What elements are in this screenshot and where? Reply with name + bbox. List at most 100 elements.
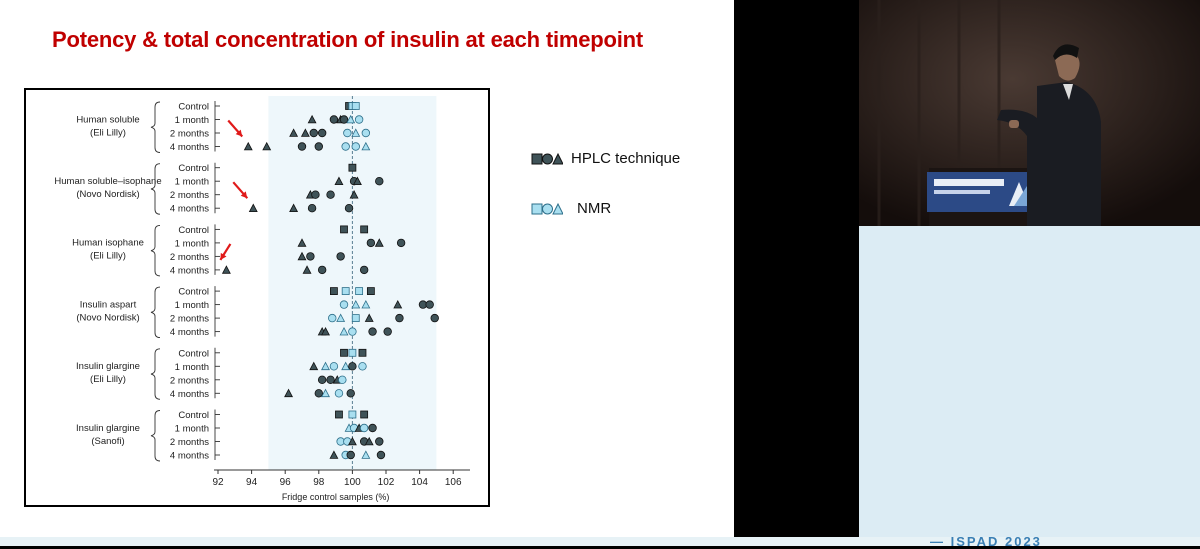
nmr-circle-point	[351, 142, 360, 151]
timepoint-label: 4 months	[170, 204, 209, 215]
hplc-triangle-point	[334, 176, 344, 185]
legend-hplc: HPLC technique	[531, 150, 680, 167]
nmr-triangle-point	[351, 128, 361, 137]
red-arrow-head	[240, 191, 248, 199]
timepoint-label: 4 months	[170, 327, 209, 338]
nmr-circle-point	[341, 142, 350, 151]
legend-nmr-label: NMR	[577, 200, 612, 217]
hplc-circle-point	[425, 300, 434, 309]
group-maker-label: (Eli Lilly)	[90, 374, 126, 385]
hplc-circle-point	[339, 115, 349, 124]
hplc-circle-point	[368, 423, 377, 433]
x-tick-label: 92	[212, 477, 224, 488]
hplc-circle-point	[314, 389, 323, 398]
group-brace	[150, 286, 161, 339]
hplc-circle-point	[396, 238, 406, 248]
hplc-circle-point	[430, 313, 439, 323]
slide-title: Potency & total concentration of insulin…	[52, 27, 644, 52]
x-tick-label: 106	[445, 477, 462, 488]
slide-footer-strip	[0, 537, 1200, 546]
group-name-label: Insulin glargine	[76, 423, 140, 434]
hplc-triangle-point	[329, 450, 339, 459]
hplc-square-point	[330, 287, 338, 296]
hplc-circle-point	[306, 252, 315, 261]
hplc-circle-point	[366, 238, 376, 248]
hplc-circle-point	[317, 128, 327, 138]
timepoint-label: 4 months	[170, 265, 209, 276]
group-maker-label: (Sanofi)	[91, 436, 124, 447]
timepoint-label: 1 month	[175, 238, 209, 249]
hplc-triangle-point	[374, 238, 384, 247]
hplc-circle-point	[309, 128, 318, 138]
timepoint-label: 1 month	[175, 115, 209, 126]
hplc-triangle-point	[243, 141, 253, 151]
hplc-triangle-point	[300, 128, 310, 137]
hplc-triangle-point	[248, 203, 258, 212]
timepoint-label: 2 months	[170, 129, 209, 140]
nmr-circle-point	[339, 300, 349, 309]
hplc-circle-point	[348, 362, 357, 371]
hplc-circle-point	[346, 450, 355, 460]
chart-frame: 92 94 96 98 100 102 104 106 Fridge control sampl…	[24, 88, 490, 507]
legend-nmr: NMR	[531, 200, 611, 217]
hplc-circle-point	[297, 142, 307, 151]
timepoint-label: 1 month	[175, 362, 209, 373]
timepoint-label: Control	[178, 225, 209, 236]
hplc-square-point	[335, 410, 343, 419]
hplc-triangle-point	[349, 190, 359, 199]
nmr-circle-point	[343, 128, 352, 138]
group-brace	[150, 348, 161, 400]
group-name-label: Human soluble	[76, 114, 139, 125]
timepoint-label: Control	[178, 410, 209, 421]
timepoint-label: 2 months	[170, 375, 209, 386]
timepoint-label: 4 months	[170, 142, 209, 153]
hplc-circle-point	[329, 115, 339, 124]
hplc-triangle-point	[221, 265, 231, 274]
timepoint-label: Control	[178, 163, 209, 174]
nmr-triangle-point	[339, 326, 349, 336]
hplc-markers-icon	[531, 152, 563, 164]
nmr-triangle-point	[351, 299, 361, 309]
nmr-square-point	[351, 102, 360, 110]
hplc-square-point	[366, 287, 375, 296]
x-axis-label: Fridge control samples (%)	[282, 492, 390, 502]
hplc-circle-point	[359, 265, 369, 275]
group-brace	[150, 163, 161, 215]
nmr-circle-point	[361, 128, 371, 138]
nmr-triangle-point	[341, 361, 351, 371]
nmr-triangle-point	[336, 313, 346, 322]
hplc-circle-point	[311, 190, 320, 199]
hplc-circle-point	[375, 176, 384, 186]
group-brace	[150, 224, 161, 277]
nmr-circle-point	[358, 362, 367, 371]
group-name-label: Insulin glargine	[76, 361, 140, 372]
nmr-triangle-point	[361, 450, 371, 459]
x-tick-label: 100	[344, 477, 361, 488]
hplc-triangle-point	[364, 313, 374, 322]
hplc-square-point	[358, 348, 367, 357]
nmr-triangle-point	[321, 361, 330, 371]
hplc-triangle-point	[297, 251, 307, 261]
hplc-triangle-point	[364, 436, 374, 446]
nmr-circle-point	[359, 423, 369, 433]
hplc-square-point	[348, 163, 357, 172]
group-maker-label: (Eli Lilly)	[90, 251, 126, 262]
x-tick-label: 104	[411, 477, 428, 488]
timepoint-label: 2 months	[170, 437, 209, 448]
nmr-square-point	[351, 314, 360, 323]
timepoint-label: 1 month	[175, 300, 209, 311]
hplc-square-point	[340, 225, 348, 234]
timepoint-label: Control	[178, 348, 209, 359]
timepoint-label: 1 month	[175, 177, 209, 188]
nmr-circle-point	[348, 327, 357, 336]
hplc-circle-point	[307, 203, 317, 213]
timepoint-label: 4 months	[170, 389, 209, 400]
hplc-square-point	[360, 225, 369, 234]
hplc-triangle-point	[297, 238, 307, 247]
group-maker-label: (Novo Nordisk)	[76, 312, 139, 323]
group-name-label: Human isophane	[72, 238, 144, 249]
hplc-square-point	[360, 410, 369, 419]
hplc-circle-point	[326, 375, 335, 384]
hplc-circle-point	[326, 190, 335, 199]
group-maker-label: (Eli Lilly)	[90, 127, 126, 138]
